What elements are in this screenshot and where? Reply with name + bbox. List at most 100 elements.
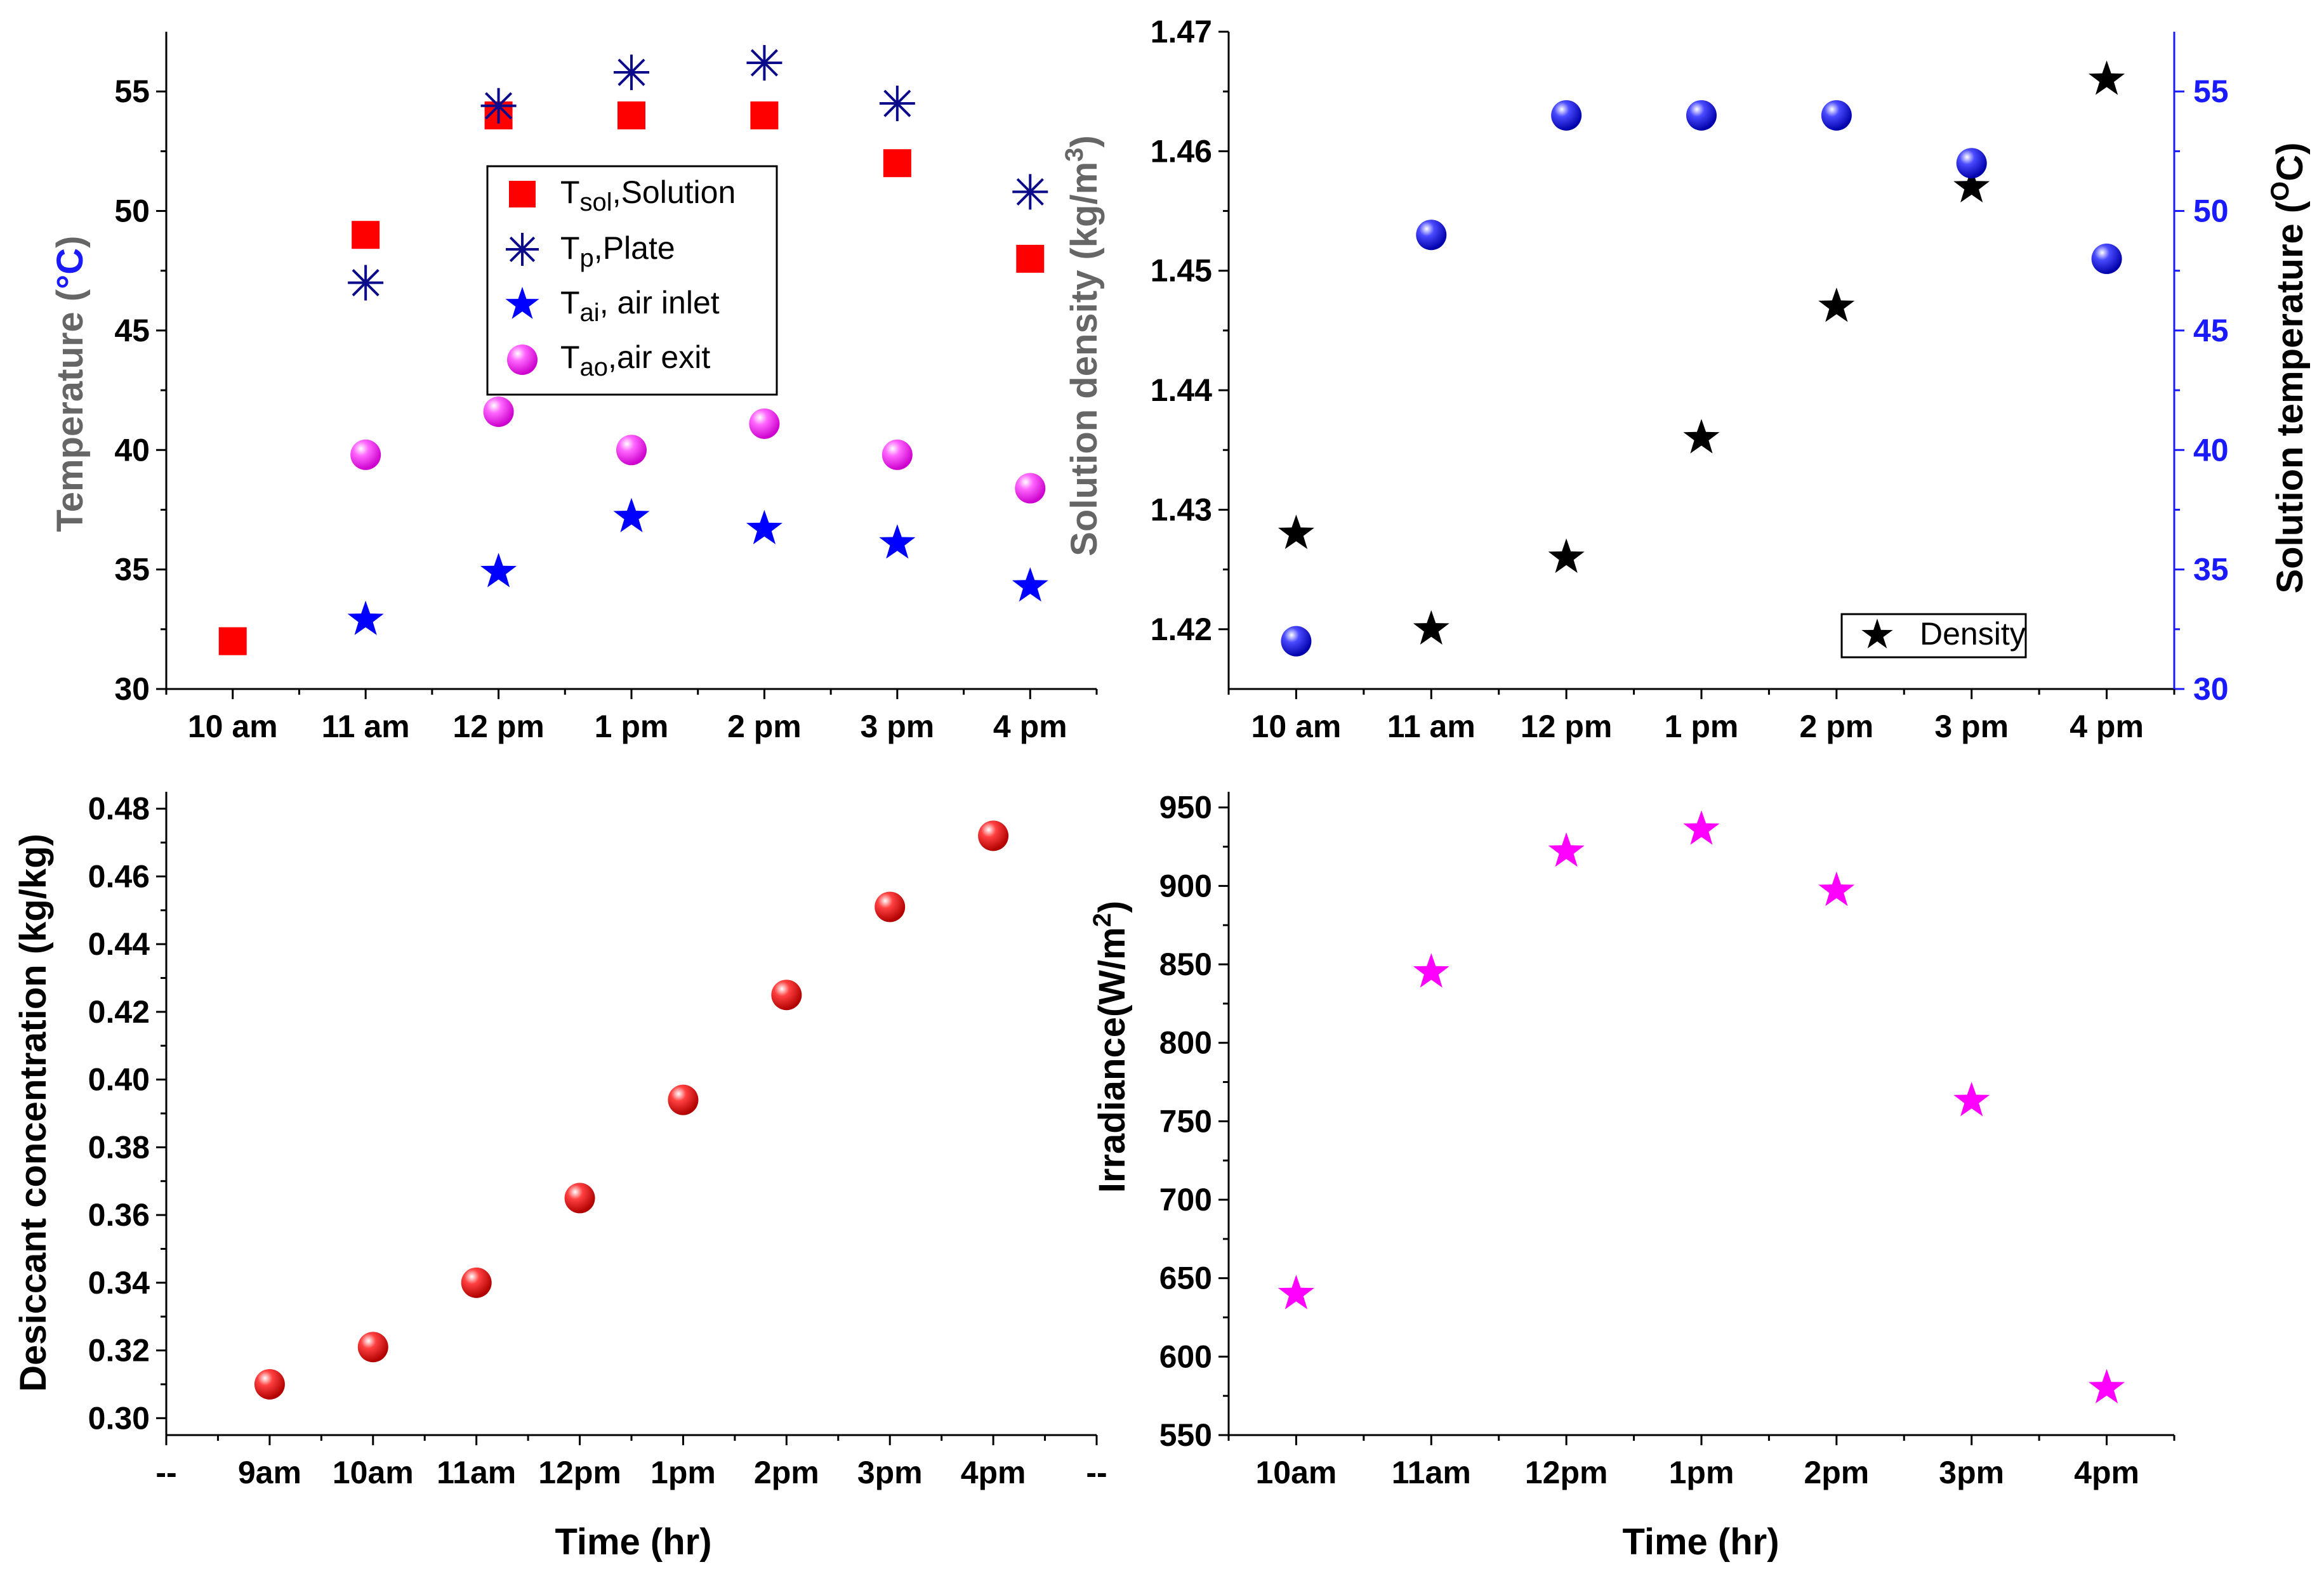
- concentration-x-tick-label: 1pm: [650, 1455, 716, 1490]
- density-s0-point: [1413, 610, 1449, 645]
- temperature-s1-point: [1012, 174, 1048, 210]
- temperature-s1-point: [746, 44, 782, 81]
- irradiance-y-tick-label: 700: [1159, 1182, 1212, 1217]
- density-y-tick-label: 1.44: [1151, 372, 1213, 408]
- legend-marker-star: [505, 287, 539, 319]
- concentration-y-tick-label: 0.46: [88, 858, 150, 894]
- density-y2-tick-label: 45: [2193, 313, 2229, 348]
- temperature-x-tick-label: 11 am: [322, 709, 410, 744]
- legend-marker-asterisk: [506, 233, 539, 266]
- legend-entry-air-exit: Tao,air exit: [560, 339, 710, 381]
- temperature-x-tick-label: 4 pm: [993, 709, 1067, 744]
- concentration-x-tick-label: 2pm: [754, 1455, 819, 1490]
- density-legend: Density: [1840, 613, 2027, 659]
- irradiance-x-tick-label: 4pm: [2074, 1455, 2139, 1490]
- density-x-tick-label: 12 pm: [1521, 709, 1613, 744]
- irradiance-x-tick-label: 3pm: [1939, 1455, 2004, 1490]
- density-y2-tick-label: 50: [2193, 194, 2229, 229]
- concentration-x-tick-label: 3pm: [857, 1455, 923, 1490]
- irradiance-x-tick-label: 11am: [1392, 1455, 1471, 1490]
- temperature-x-tick-label: 1 pm: [595, 709, 669, 744]
- legend-entry-solution: Tsol,Solution: [560, 174, 736, 216]
- concentration-y-tick-label: 0.34: [88, 1265, 150, 1301]
- density-x-tick-label: 1 pm: [1665, 709, 1739, 744]
- irradiance-panel: Irradiance(W/m2) Time (hr) 550 600 650 700 7…: [1088, 790, 2175, 1563]
- irradiance-s0-point: [1953, 1082, 1990, 1117]
- irradiance-s0-point: [1683, 810, 1720, 845]
- temperature-y-tick-label: 35: [114, 552, 150, 587]
- density-x-tick-label: 3 pm: [1934, 709, 2009, 744]
- temperature-s2-point: [480, 553, 517, 587]
- temperature-x-tick-label: 3 pm: [861, 709, 935, 744]
- irradiance-y-axis-label: Irradiance(W/m2): [1088, 901, 1133, 1193]
- concentration-y-tick-label: 0.40: [88, 1062, 150, 1098]
- density-s0-point: [2089, 60, 2125, 95]
- concentration-x-tick-label: 4pm: [961, 1455, 1026, 1490]
- concentration-x-tick-label: 9am: [238, 1455, 301, 1490]
- temperature-s0-point: [617, 101, 645, 129]
- temperature-s1-point: [348, 265, 384, 301]
- temperature-y-axis-label: Temperature (°C): [50, 236, 91, 532]
- temperature-s3-point: [350, 439, 381, 470]
- concentration-y-tick-label: 0.38: [88, 1129, 150, 1165]
- density-s1-point: [1821, 100, 1852, 131]
- legend-entry-plate: Tp,Plate: [560, 230, 675, 272]
- density-s1-point: [1956, 148, 1987, 179]
- legend-marker-square: [509, 181, 536, 207]
- concentration-y-tick-label: 0.48: [88, 791, 150, 827]
- density-s0-point: [1548, 538, 1585, 574]
- density-x-tick-label: 2 pm: [1800, 709, 1874, 744]
- temperature-s3-point: [749, 408, 780, 439]
- density-x-tick-label: 10 am: [1251, 709, 1342, 744]
- density-s1-point: [1281, 626, 1312, 657]
- concentration-y-axis-label: Desiccant concentration (kg/kg): [13, 834, 54, 1392]
- irradiance-x-tick-label: 12pm: [1525, 1455, 1608, 1490]
- temperature-s2-point: [613, 497, 650, 532]
- concentration-x-tick-label: 10am: [333, 1455, 414, 1490]
- density-y2-tick-label: 55: [2193, 74, 2229, 109]
- temperature-s0-point: [750, 101, 779, 129]
- temperature-x-tick-label: 2 pm: [727, 709, 802, 744]
- concentration-y-tick-label: 0.32: [88, 1333, 150, 1368]
- temperature-y-tick-label: 30: [114, 671, 150, 707]
- concentration-s0-point: [875, 891, 906, 922]
- temperature-s3-point: [881, 439, 913, 470]
- concentration-s0-point: [254, 1368, 285, 1400]
- temperature-x-tick-label: 10 am: [188, 709, 278, 744]
- temperature-y-tick-label: 40: [114, 432, 150, 468]
- concentration-y-tick-label: 0.44: [88, 926, 150, 962]
- density-s0-point: [1953, 167, 1990, 203]
- legend-entry-air-inlet: Tai, air inlet: [560, 285, 720, 327]
- temperature-s0-point: [1016, 244, 1045, 273]
- irradiance-x-tick-label: 1pm: [1669, 1455, 1734, 1490]
- density-y-tick-label: 1.43: [1151, 492, 1212, 527]
- density-y-tick-label: 1.45: [1151, 253, 1212, 289]
- density-x-tick-label: 11 am: [1387, 709, 1476, 744]
- temperature-s2-point: [347, 600, 384, 635]
- density-s0-point: [1818, 287, 1855, 322]
- irradiance-s0-point: [1413, 953, 1449, 988]
- irradiance-x-tick-label: 10am: [1255, 1455, 1337, 1490]
- irradiance-s0-point: [2089, 1368, 2125, 1404]
- temperature-s1-point: [614, 55, 649, 91]
- temperature-s0-point: [883, 149, 911, 178]
- density-y2-tick-label: 40: [2193, 432, 2229, 468]
- concentration-x-tick-label: --: [1086, 1455, 1107, 1490]
- irradiance-y-tick-label: 800: [1159, 1025, 1212, 1061]
- density-panel: Solution density (kg/m3) Solution temper…: [1060, 14, 2311, 744]
- concentration-y-tick-label: 0.36: [88, 1197, 150, 1233]
- irradiance-x-tick-label: 2pm: [1804, 1455, 1869, 1490]
- concentration-x-axis-label: Time (hr): [555, 1521, 711, 1563]
- concentration-y-tick-label: 0.30: [88, 1400, 150, 1436]
- irradiance-y-tick-label: 900: [1159, 868, 1212, 903]
- concentration-x-tick-label: 12pm: [538, 1455, 621, 1490]
- concentration-s0-point: [461, 1267, 492, 1298]
- irradiance-s0-point: [1278, 1275, 1314, 1309]
- concentration-x-tick-label: --: [155, 1455, 176, 1490]
- irradiance-y-tick-label: 600: [1159, 1339, 1212, 1374]
- legend-entry-density: Density: [1920, 616, 2026, 652]
- temperature-s3-point: [1015, 473, 1046, 504]
- temperature-s2-point: [1012, 567, 1048, 602]
- legend-marker-sphere: [507, 344, 538, 375]
